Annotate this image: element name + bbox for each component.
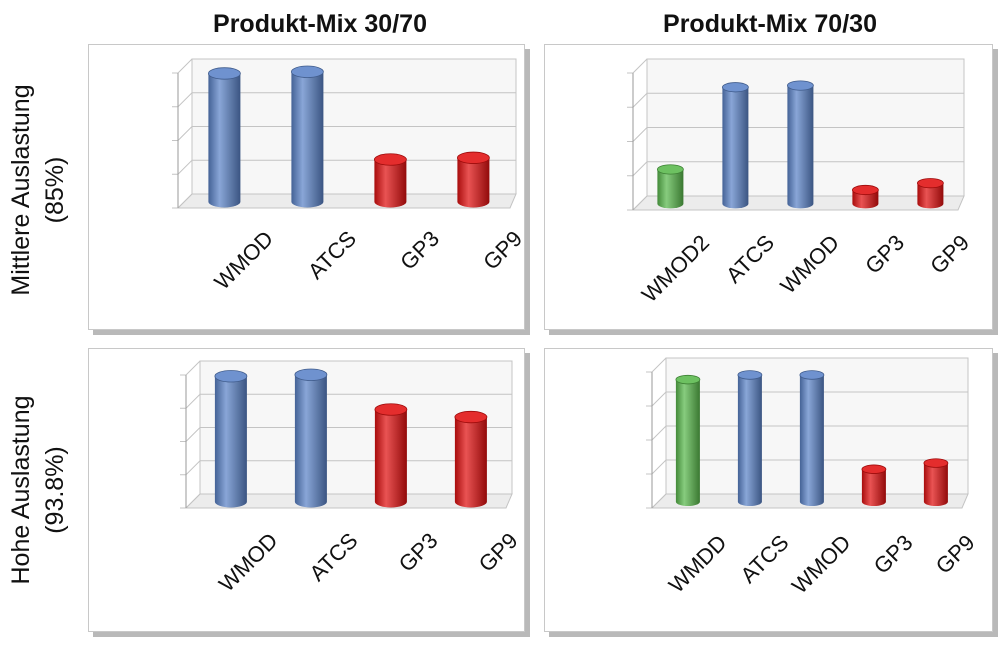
bar-gp9 bbox=[454, 410, 488, 508]
column-title-mix-30-70: Produkt-Mix 30/70 bbox=[213, 10, 427, 38]
bar-top bbox=[373, 153, 407, 166]
gridline bbox=[172, 126, 516, 141]
column-title-mix-70-30: Produkt-Mix 70/30 bbox=[663, 10, 877, 38]
bar-body bbox=[214, 376, 247, 508]
bar-top bbox=[799, 370, 825, 380]
bar-top bbox=[787, 80, 814, 91]
bar-top bbox=[675, 374, 701, 385]
bar-body bbox=[294, 374, 327, 508]
x-tick-label: ATCS bbox=[721, 230, 779, 288]
gridline bbox=[180, 393, 512, 409]
x-tick-label: GP9 bbox=[931, 530, 980, 579]
gridline bbox=[172, 58, 516, 74]
bar-gp9 bbox=[917, 178, 944, 209]
bar-wmdd bbox=[675, 374, 701, 507]
bar-top bbox=[207, 67, 241, 80]
bar-body bbox=[454, 417, 487, 508]
bar-gp3 bbox=[861, 464, 887, 507]
x-tick-label: GP3 bbox=[869, 530, 918, 579]
bar-body bbox=[374, 409, 407, 508]
bar-gp9 bbox=[923, 458, 949, 507]
gridline bbox=[180, 493, 512, 509]
x-tick-label: ATCS bbox=[305, 528, 363, 586]
chart-3: WMOD ATCS GP3 GP9 bbox=[180, 360, 523, 597]
bar-top bbox=[657, 164, 684, 175]
x-tick-label: WMOD2 bbox=[637, 230, 714, 307]
bar-top bbox=[374, 403, 408, 416]
bar-wmod bbox=[787, 80, 814, 209]
bar-atcs bbox=[737, 370, 763, 507]
chart-1: WMOD ATCS GP3 GP9 bbox=[172, 58, 527, 295]
gridline bbox=[172, 193, 516, 209]
bar-gp3 bbox=[373, 153, 407, 208]
bar-body bbox=[722, 87, 749, 209]
bar-top bbox=[214, 370, 248, 383]
bar-gp3 bbox=[374, 403, 408, 508]
bar-top bbox=[456, 151, 490, 164]
bar-body bbox=[861, 469, 886, 507]
bar-gp9 bbox=[456, 151, 490, 208]
x-tick-label: WMOD bbox=[775, 230, 844, 299]
bar-body bbox=[852, 190, 879, 209]
bar-body bbox=[787, 85, 814, 209]
x-tick-label: WMOD bbox=[214, 528, 283, 597]
bar-wmod bbox=[799, 370, 825, 507]
bar-wmod bbox=[207, 67, 241, 208]
gridline bbox=[172, 92, 516, 108]
bar-body bbox=[208, 73, 241, 208]
x-tick-label: GP9 bbox=[478, 226, 527, 275]
x-tick-label: WMOD bbox=[209, 226, 278, 295]
bar-body bbox=[457, 157, 490, 208]
x-tick-label: WMDD bbox=[664, 530, 732, 598]
x-tick-label: ATCS bbox=[736, 530, 794, 588]
bar-top bbox=[294, 368, 328, 381]
bar-atcs bbox=[294, 368, 328, 508]
bar-body bbox=[291, 71, 324, 208]
bar-body bbox=[917, 183, 944, 209]
x-tick-label: GP3 bbox=[394, 528, 443, 577]
bar-body bbox=[657, 169, 684, 209]
bar-top bbox=[852, 184, 879, 196]
gridline bbox=[180, 360, 512, 376]
bar-top bbox=[923, 458, 949, 468]
x-tick-label: GP9 bbox=[474, 528, 523, 577]
bar-top bbox=[454, 410, 488, 424]
gridline bbox=[627, 58, 964, 74]
bar-top bbox=[917, 178, 944, 189]
bar-atcs bbox=[290, 65, 324, 208]
bar-top bbox=[737, 370, 763, 380]
x-tick-label: GP9 bbox=[925, 230, 974, 279]
bar-top bbox=[722, 82, 749, 93]
bar-wmod2 bbox=[657, 164, 684, 209]
bar-gp3 bbox=[852, 184, 879, 209]
x-tick-label: ATCS bbox=[303, 226, 361, 284]
gridline bbox=[180, 460, 512, 476]
bar-top bbox=[861, 464, 887, 474]
bar-body bbox=[799, 374, 824, 507]
bar-atcs bbox=[722, 82, 749, 209]
gridline bbox=[646, 357, 968, 373]
bar-body bbox=[675, 379, 700, 507]
bar-body bbox=[923, 463, 948, 507]
x-tick-label: GP3 bbox=[860, 230, 909, 279]
bar-top bbox=[290, 65, 324, 78]
x-tick-label: GP3 bbox=[395, 226, 444, 275]
gridline bbox=[172, 159, 516, 175]
bar-wmod bbox=[214, 370, 248, 508]
x-tick-label: WMOD bbox=[787, 530, 856, 599]
bar-body bbox=[737, 374, 762, 507]
bar-body bbox=[374, 159, 407, 208]
gridline bbox=[180, 427, 512, 442]
